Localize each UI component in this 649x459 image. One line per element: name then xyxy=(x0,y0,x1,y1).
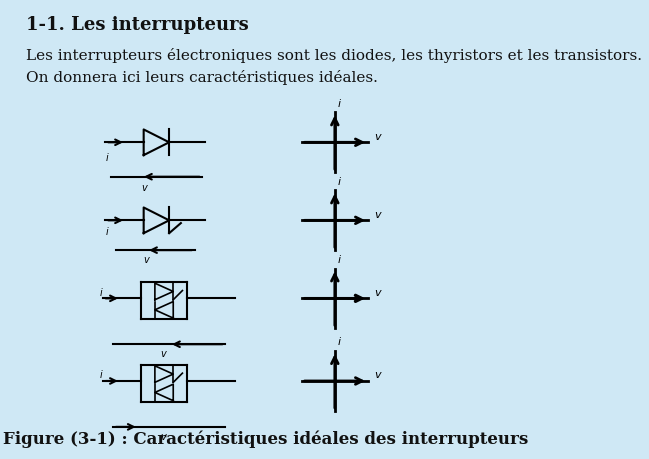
Text: i: i xyxy=(338,177,341,187)
Text: 1-1. Les interrupteurs: 1-1. Les interrupteurs xyxy=(27,16,249,34)
Text: v: v xyxy=(143,255,149,265)
Text: v: v xyxy=(374,288,381,298)
Text: Figure (3-1) : Caractéristiques idéales des interrupteurs: Figure (3-1) : Caractéristiques idéales … xyxy=(3,430,529,448)
Text: v: v xyxy=(374,210,381,220)
Text: v: v xyxy=(374,132,381,142)
Text: v: v xyxy=(160,349,165,359)
Text: i: i xyxy=(338,255,341,265)
Text: v: v xyxy=(374,370,381,381)
Text: i: i xyxy=(338,99,341,109)
Text: i: i xyxy=(99,288,102,298)
Text: i: i xyxy=(105,227,108,237)
Text: i: i xyxy=(99,370,102,381)
Text: v: v xyxy=(160,432,165,442)
Text: v: v xyxy=(141,183,147,193)
Text: i: i xyxy=(338,337,341,347)
Text: i: i xyxy=(105,153,108,163)
Text: Les interrupteurs électroniques sont les diodes, les thyristors et les transisto: Les interrupteurs électroniques sont les… xyxy=(27,48,643,85)
